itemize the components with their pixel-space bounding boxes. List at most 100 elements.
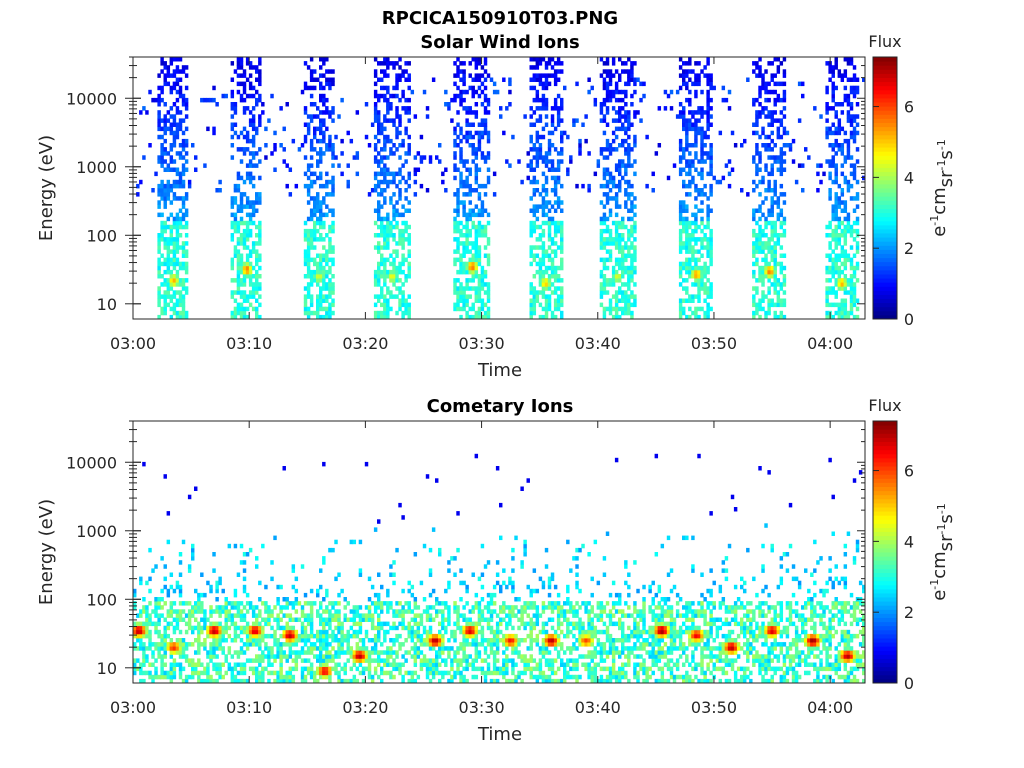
- spectrogram-cell: [401, 282, 405, 287]
- spectrogram-cell: [560, 237, 564, 242]
- spectrogram-cell: [758, 224, 762, 230]
- spectrogram-cell: [319, 666, 323, 672]
- spectrogram-cell: [462, 208, 466, 213]
- spectrogram-cell: [602, 61, 607, 66]
- spectrogram-cell: [401, 233, 405, 238]
- spectrogram-cell: [767, 290, 771, 295]
- colorbar-swatch: [873, 224, 897, 230]
- spectrogram-cell: [197, 642, 201, 647]
- spectrogram-cell: [264, 633, 268, 639]
- spectrogram-cell: [276, 650, 280, 655]
- spectrogram-cell: [550, 269, 555, 275]
- spectrogram-cell: [703, 286, 707, 291]
- spectrogram-cell: [843, 233, 848, 238]
- spectrogram-cell: [328, 678, 332, 684]
- spectrogram-cell: [270, 560, 274, 565]
- spectrogram-cell: [166, 269, 171, 275]
- spectrogram-cell: [602, 147, 607, 152]
- spectrogram-cell: [468, 269, 472, 275]
- spectrogram-cell: [258, 609, 262, 614]
- spectrogram-cell: [770, 212, 774, 218]
- spectrogram-cell: [627, 147, 631, 152]
- spectrogram-cell: [831, 249, 835, 254]
- spectrogram-cell: [160, 61, 164, 66]
- spectrogram-cell: [309, 662, 314, 667]
- spectrogram-cell: [538, 143, 543, 148]
- spectrogram-cell: [700, 114, 704, 119]
- spectrogram-cell: [663, 89, 668, 95]
- spectrogram-cell: [245, 228, 250, 234]
- spectrogram-cell: [331, 282, 335, 287]
- spectrogram-cell: [685, 159, 689, 164]
- spectrogram-cell: [401, 298, 405, 303]
- spectrogram-cell: [325, 629, 329, 635]
- spectrogram-cell: [758, 57, 762, 62]
- panel-1-axes: 03:00 03:10 03:20 03:30 03:40 03:50 04:0010100…: [66, 56, 865, 353]
- spectrogram-cell: [334, 666, 338, 672]
- spectrogram-cell: [697, 257, 701, 263]
- spectrogram-cell: [456, 302, 460, 308]
- spectrogram-cell: [377, 274, 381, 279]
- spectrogram-cell: [611, 89, 616, 95]
- spectrogram-cell: [331, 290, 335, 295]
- spectrogram-cell: [334, 601, 338, 606]
- spectrogram-cell: [230, 674, 235, 680]
- spectrogram-cell: [218, 674, 222, 680]
- spectrogram-cell: [322, 662, 326, 667]
- spectrogram-cell: [178, 93, 183, 99]
- spectrogram-cell: [688, 261, 692, 267]
- spectrogram-cell: [602, 265, 607, 271]
- spectrogram-cell: [544, 188, 549, 193]
- spectrogram-cell: [221, 629, 225, 635]
- spectrogram-cell: [206, 650, 210, 655]
- spectrogram-cell: [392, 65, 396, 70]
- spectrogram-cell: [212, 625, 216, 631]
- spectrogram-cell: [459, 171, 463, 177]
- spectrogram-cell: [404, 69, 408, 74]
- spectrogram-cell: [614, 233, 619, 238]
- spectrogram-cell: [556, 302, 561, 308]
- spectrogram-cell: [328, 81, 332, 87]
- spectrogram-cell: [694, 274, 698, 279]
- spectrogram-cell: [239, 609, 244, 614]
- spectrogram-cell: [767, 188, 771, 193]
- spectrogram-cell: [474, 314, 479, 320]
- spectrogram-cell: [477, 130, 482, 136]
- spectrogram-cell: [767, 114, 771, 119]
- spectrogram-cell: [624, 224, 628, 230]
- spectrogram-cell: [767, 286, 771, 291]
- spectrogram-cell: [544, 65, 549, 70]
- spectrogram-cell: [166, 81, 171, 87]
- spectrogram-cell: [468, 233, 472, 238]
- spectrogram-cell: [532, 77, 537, 82]
- spectrogram-cell: [267, 621, 271, 627]
- spectrogram-cell: [187, 625, 192, 631]
- spectrogram-cell: [480, 122, 485, 127]
- spectrogram-cell: [160, 179, 164, 185]
- spectrogram-cell: [175, 171, 180, 177]
- colorbar-swatch: [873, 102, 897, 107]
- spectrogram-cell: [154, 646, 158, 651]
- spectrogram-cell: [630, 77, 634, 82]
- spectrogram-cell: [770, 147, 774, 152]
- spectrogram-cell: [816, 163, 820, 168]
- spectrogram-cell: [178, 220, 183, 226]
- spectrogram-cell: [843, 286, 848, 291]
- colorbar-swatch: [873, 290, 897, 295]
- spectrogram-cell: [477, 57, 482, 62]
- spectrogram-cell: [221, 638, 225, 643]
- spectrogram-cell: [325, 179, 329, 185]
- spectrogram-cell: [477, 249, 482, 254]
- spectrogram-cell: [578, 138, 582, 144]
- spectrogram-cell: [297, 147, 302, 152]
- spectrogram-cell: [230, 102, 235, 107]
- spectrogram-cell: [313, 269, 317, 275]
- spectrogram-cell: [553, 183, 558, 189]
- spectrogram-cell: [614, 134, 619, 140]
- spectrogram-cell: [380, 126, 384, 132]
- spectrogram-cell: [322, 282, 326, 287]
- spectrogram-cell: [215, 588, 219, 594]
- spectrogram-cell: [825, 253, 829, 258]
- spectrogram-cell: [685, 192, 689, 197]
- spectrogram-cell: [755, 143, 759, 148]
